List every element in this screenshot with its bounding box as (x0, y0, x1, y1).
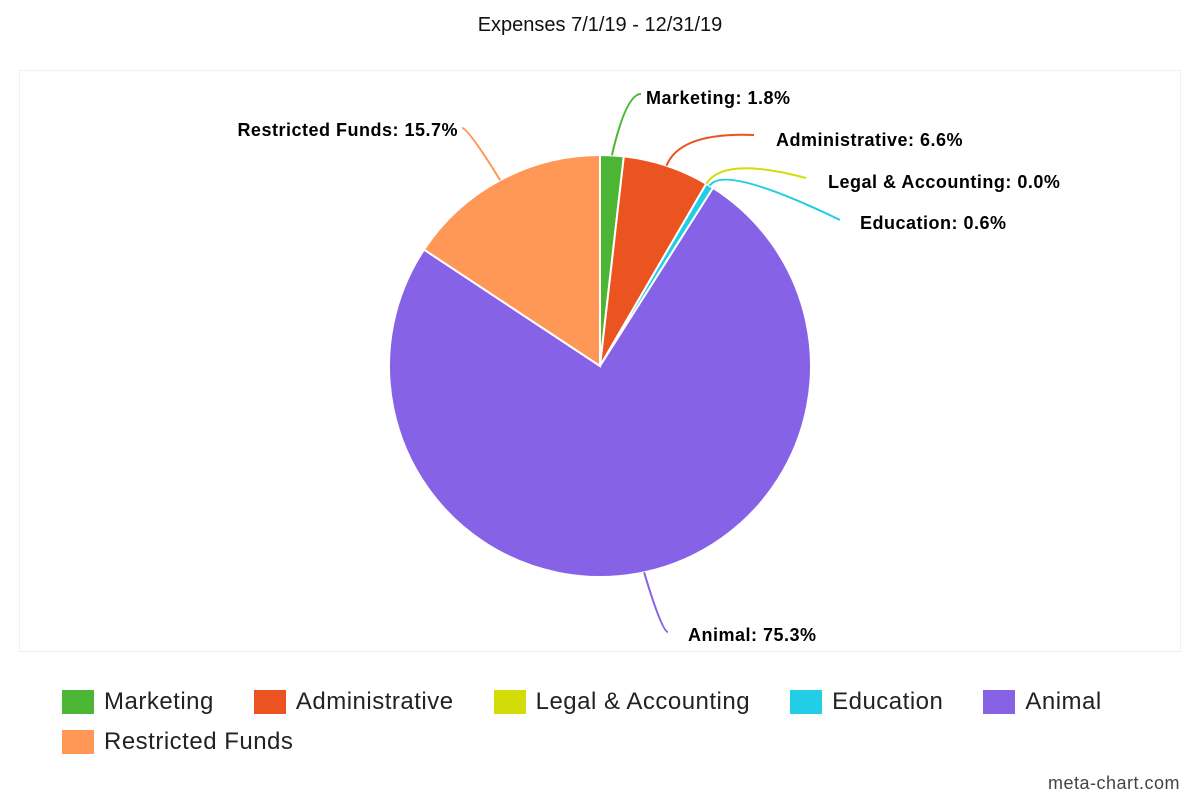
legend-swatch-animal (983, 690, 1016, 714)
leader-line-legal-accounting (705, 167, 807, 185)
chart-title: Expenses 7/1/19 - 12/31/19 (477, 14, 723, 36)
legend-swatch-marketing (62, 690, 94, 714)
data-label-administrative: Administrative: 6.6% (776, 130, 963, 150)
leader-line-restricted-funds (461, 127, 501, 181)
legend-item-animal[interactable]: Animal (983, 688, 1101, 716)
leader-line-administrative (665, 133, 755, 167)
legend-label-education: Education (832, 688, 944, 715)
data-label-education: Education: 0.6% (860, 213, 1007, 233)
legend-swatch-education (790, 690, 823, 714)
legend-label-administrative: Administrative (295, 688, 454, 715)
legend-item-marketing[interactable]: Marketing (62, 688, 214, 716)
data-label-animal: Animal: 75.3% (688, 625, 817, 645)
leader-line-education (708, 178, 841, 221)
legend-label-restricted-funds: Restricted Funds (104, 728, 294, 755)
legend-swatch-administrative (253, 690, 286, 714)
legend-item-restricted-funds[interactable]: Restricted Funds (62, 728, 293, 756)
pie-slice-restricted-funds[interactable] (422, 153, 601, 368)
legend-swatch-restricted-funds (62, 730, 94, 754)
leader-line-marketing (610, 93, 642, 156)
plot-area (19, 70, 1181, 652)
leader-line-animal (643, 572, 669, 633)
data-label-marketing: Marketing: 1.8% (646, 88, 791, 108)
watermark: meta-chart.com (1047, 773, 1180, 793)
data-label-legal-accounting: Legal & Accounting: 0.0% (828, 172, 1060, 192)
legend-item-education[interactable]: Education (790, 688, 943, 716)
legend-label-animal: Animal (1025, 688, 1102, 715)
legend: Marketing Administrative Legal & Accountin… (62, 688, 1182, 756)
legend-item-legal-accounting[interactable]: Legal & Accounting (493, 688, 751, 716)
pie-slice-animal[interactable] (388, 186, 812, 578)
data-label-restricted-funds: Restricted Funds: 15.7% (237, 120, 458, 140)
legend-swatch-legal-accounting (493, 690, 526, 714)
legend-label-legal-accounting: Legal & Accounting (535, 688, 751, 715)
legend-item-administrative[interactable]: Administrative (253, 688, 454, 716)
legend-label-marketing: Marketing (104, 688, 214, 715)
